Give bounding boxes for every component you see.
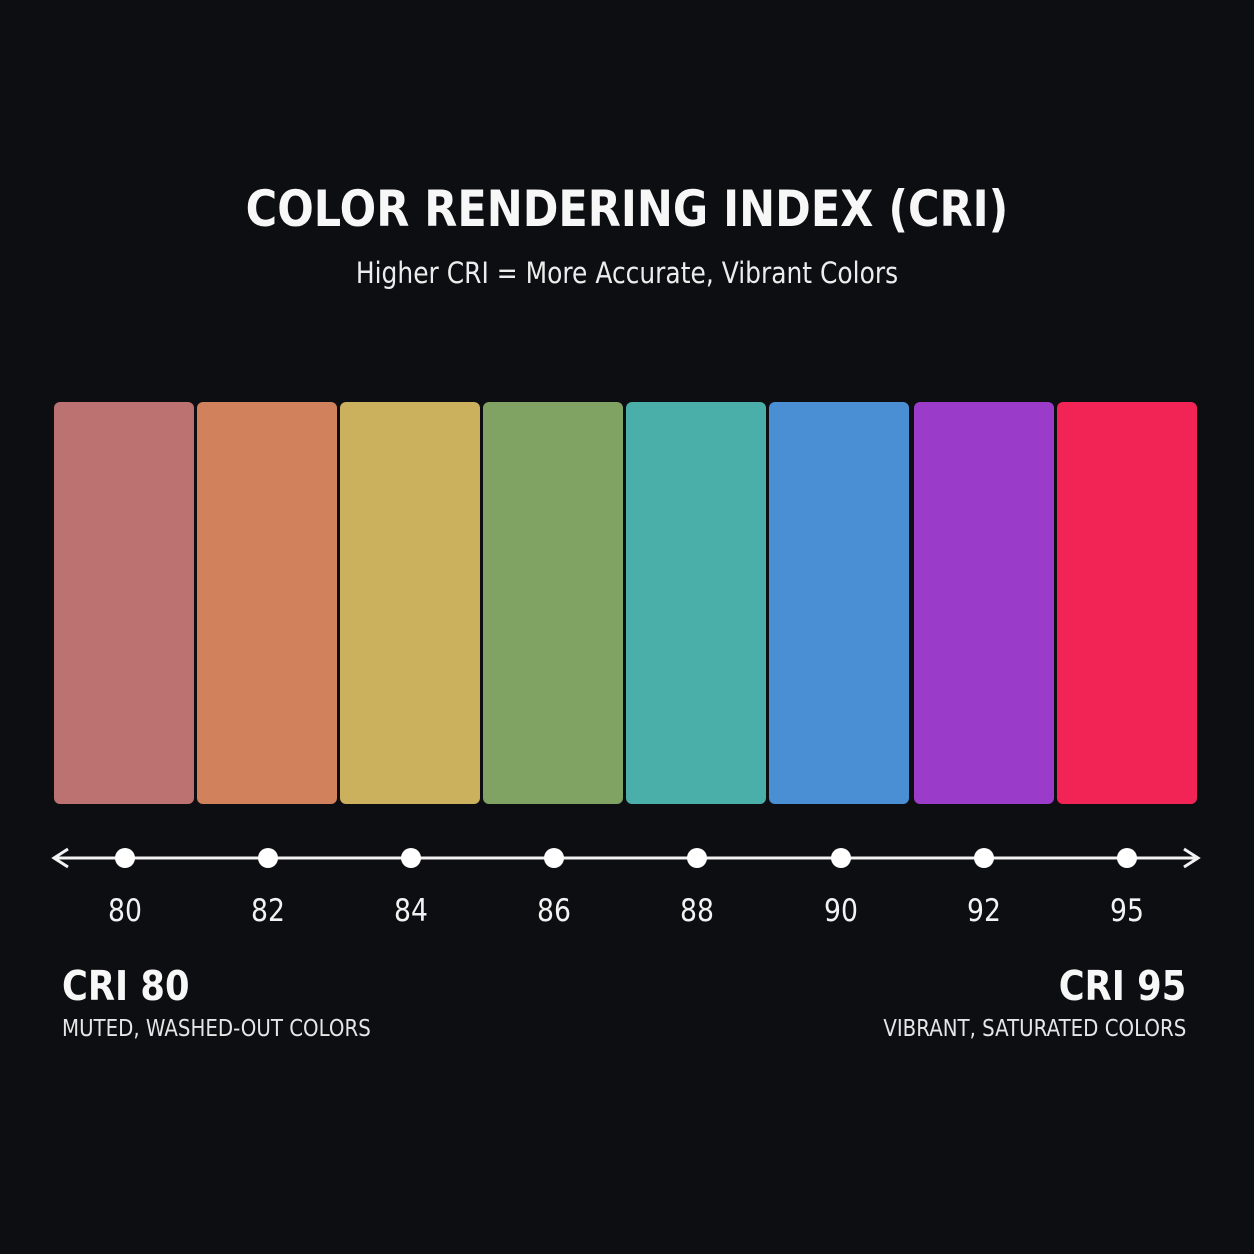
color-swatch-3 <box>340 402 480 804</box>
tick-label: 95 <box>1110 893 1144 929</box>
color-swatch-4 <box>483 402 623 804</box>
scale-dot <box>831 848 851 868</box>
tick-label: 88 <box>680 893 714 929</box>
color-swatch-2 <box>197 402 337 804</box>
tick-label: 84 <box>394 893 428 929</box>
right-end-description: VIBRANT, SATURATED COLORS <box>883 1016 1186 1042</box>
scale-dot <box>544 848 564 868</box>
scale-dot <box>687 848 707 868</box>
scale-dot <box>115 848 135 868</box>
left-end-description: MUTED, WASHED-OUT COLORS <box>62 1016 371 1042</box>
arrow-right-icon <box>1183 847 1201 869</box>
color-swatch-6 <box>769 402 909 804</box>
color-swatch-5 <box>626 402 766 804</box>
scale-dot <box>974 848 994 868</box>
right-end-title: CRI 95 <box>1058 962 1186 1010</box>
color-swatch-8 <box>1057 402 1197 804</box>
color-swatch-7 <box>914 402 1054 804</box>
arrow-left-icon <box>51 847 69 869</box>
tick-label: 92 <box>967 893 1001 929</box>
scale-dot <box>258 848 278 868</box>
scale-dot <box>401 848 421 868</box>
tick-label: 90 <box>824 893 858 929</box>
tick-label: 82 <box>251 893 285 929</box>
color-swatch-1 <box>54 402 194 804</box>
left-end-title: CRI 80 <box>62 962 190 1010</box>
color-swatch-row <box>54 402 1198 804</box>
tick-label: 86 <box>537 893 571 929</box>
scale-dot <box>1117 848 1137 868</box>
tick-label: 80 <box>108 893 142 929</box>
page-subtitle: Higher CRI = More Accurate, Vibrant Colo… <box>355 256 899 290</box>
page-title: COLOR RENDERING INDEX (CRI) <box>245 180 1009 238</box>
